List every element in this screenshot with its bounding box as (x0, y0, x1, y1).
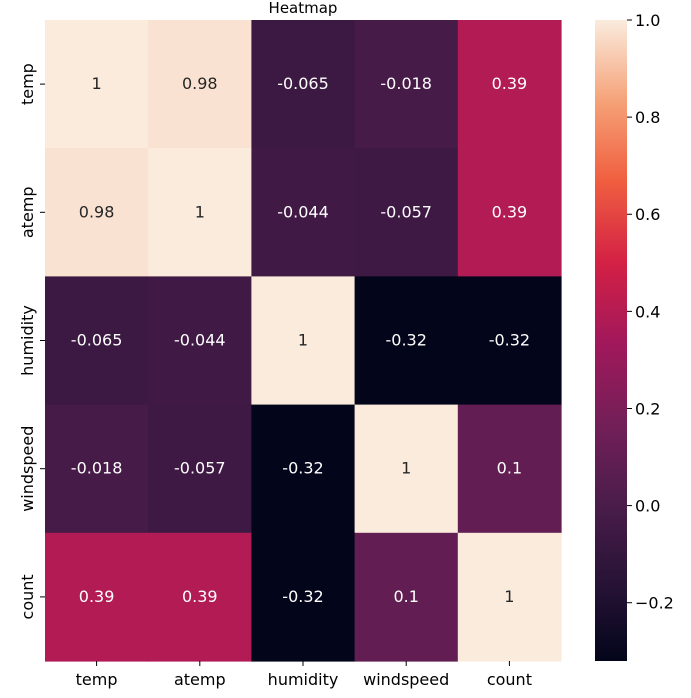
y-tick-label: temp (18, 63, 37, 105)
cell-value-label: 1 (92, 74, 102, 93)
heatmap-cell (354, 148, 459, 277)
cell-value-label: -0.32 (282, 587, 323, 606)
cell-value-label: 0.98 (79, 202, 115, 221)
cell-value-label: 1 (504, 587, 514, 606)
heatmap-cell (354, 532, 459, 662)
cell-value-label: -0.057 (380, 202, 432, 221)
cell-value-label: -0.32 (385, 331, 426, 350)
heatmap-cell (354, 20, 459, 149)
heatmap-cell (148, 404, 252, 534)
heatmap-cell (45, 20, 149, 149)
cell-value-label: -0.32 (489, 331, 530, 350)
heatmap-cell (45, 532, 149, 662)
heatmap-cell (354, 404, 459, 534)
cell-value-label: -0.057 (174, 459, 226, 478)
cell-value-label: -0.044 (277, 202, 329, 221)
colorbar-ticks: 1.0 0.8 0.6 0.4 0.2 0.0 −0.2 (627, 11, 674, 613)
heatmap-cell (251, 404, 356, 534)
colorbar-tick-label: 0.8 (635, 108, 660, 127)
x-tick-label: count (487, 670, 532, 689)
cell-value-label: 0.98 (182, 74, 218, 93)
colorbar-tick-label: 0.2 (635, 399, 660, 418)
y-tick-label: count (18, 574, 37, 619)
colorbar-tick-label: 0.0 (635, 497, 660, 516)
heatmap-cell-labels: 1 0.98 -0.065 -0.018 0.39 0.98 1 -0.044 -0.057 0.… (71, 74, 530, 606)
cell-value-label: -0.018 (380, 74, 432, 93)
heatmap-cell (251, 148, 356, 277)
cell-value-label: 0.1 (393, 587, 418, 606)
cell-value-label: -0.32 (282, 459, 323, 478)
y-axis: temp atemp humidity windspeed count (18, 63, 45, 619)
colorbar-tick-label: 0.6 (635, 205, 660, 224)
heatmap-cell (457, 404, 562, 534)
heatmap-cell (457, 276, 562, 406)
cell-value-label: 1 (298, 331, 308, 350)
y-tick-label: atemp (18, 186, 37, 238)
heatmap-cell (148, 532, 252, 662)
cell-value-label: 0.39 (79, 587, 115, 606)
cell-value-label: 0.1 (497, 459, 522, 478)
heatmap-cell (457, 20, 562, 149)
heatmap-cell (148, 20, 252, 149)
x-tick-label: temp (76, 670, 118, 689)
colorbar-tick-label: 1.0 (635, 11, 660, 30)
heatmap-cell (251, 276, 356, 406)
colorbar (595, 20, 627, 661)
heatmap-cell (251, 20, 356, 149)
cell-value-label: -0.065 (71, 331, 123, 350)
heatmap-cell (45, 276, 149, 406)
y-tick-label: humidity (18, 305, 37, 376)
heatmap-cell (148, 148, 252, 277)
cell-value-label: 1 (401, 459, 411, 478)
x-axis: temp atemp humidity windspeed count (76, 661, 532, 689)
x-tick-label: humidity (268, 670, 339, 689)
heatmap-cells (45, 20, 562, 662)
heatmap-cell (354, 276, 459, 406)
cell-value-label: 0.39 (492, 202, 528, 221)
x-tick-label: atemp (174, 670, 226, 689)
colorbar-tick-label: −0.2 (635, 594, 674, 613)
cell-value-label: -0.065 (277, 74, 329, 93)
heatmap-cell (45, 148, 149, 277)
heatmap-cell (45, 404, 149, 534)
colorbar-tick-label: 0.4 (635, 302, 660, 321)
heatmap-cell (251, 532, 356, 662)
cell-value-label: 1 (195, 202, 205, 221)
heatmap-cell (148, 276, 252, 406)
cell-value-label: 0.39 (182, 587, 218, 606)
cell-value-label: 0.39 (492, 74, 528, 93)
heatmap-cell (457, 532, 562, 662)
cell-value-label: -0.044 (174, 331, 226, 350)
heatmap-cell (457, 148, 562, 277)
cell-value-label: -0.018 (71, 459, 123, 478)
y-tick-label: windspeed (18, 426, 37, 512)
chart-title: Heatmap (269, 0, 338, 17)
x-tick-label: windspeed (363, 670, 449, 689)
